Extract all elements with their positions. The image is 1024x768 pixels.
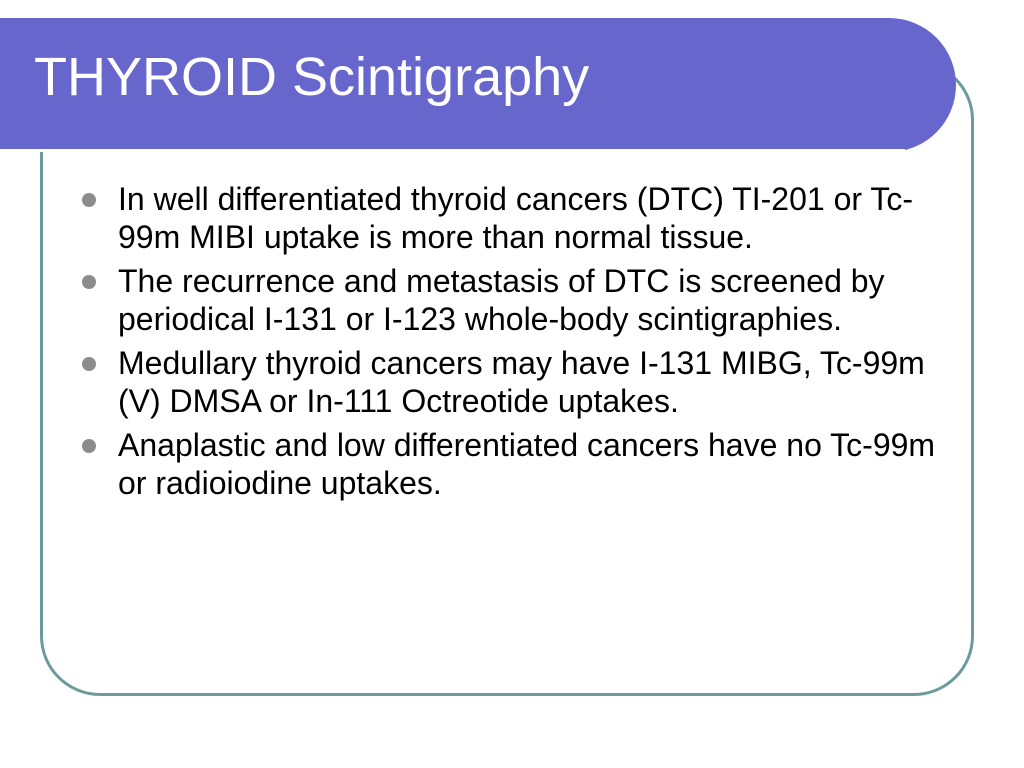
slide-title: THYROID Scintigraphy	[34, 47, 590, 107]
bullet-text: Medullary thyroid cancers may have I-131…	[118, 345, 925, 419]
content-frame	[40, 60, 974, 696]
bullet-item: In well differentiated thyroid cancers (…	[80, 180, 950, 256]
title-underline	[0, 149, 905, 152]
bullet-item: Medullary thyroid cancers may have I-131…	[80, 344, 950, 420]
bullet-text: In well differentiated thyroid cancers (…	[118, 181, 913, 255]
bullet-item: Anaplastic and low differentiated cancer…	[80, 426, 950, 502]
bullet-text: Anaplastic and low differentiated cancer…	[118, 427, 936, 501]
bullet-dot-icon	[82, 357, 96, 371]
bullet-list: In well differentiated thyroid cancers (…	[80, 180, 950, 508]
bullet-item: The recurrence and metastasis of DTC is …	[80, 262, 950, 338]
bullet-text: The recurrence and metastasis of DTC is …	[118, 263, 885, 337]
bullet-dot-icon	[82, 439, 96, 453]
title-band	[0, 18, 956, 152]
bullet-dot-icon	[82, 193, 96, 207]
bullet-dot-icon	[82, 275, 96, 289]
